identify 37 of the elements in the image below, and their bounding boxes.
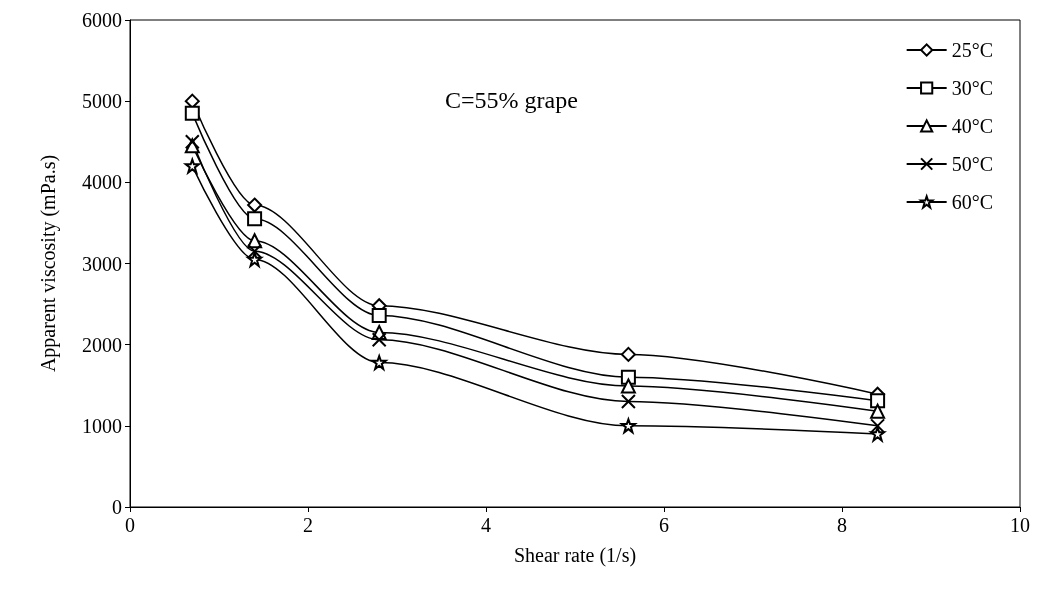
x-tick-label: 8 [837,514,847,536]
legend-label: 30°C [951,77,994,99]
y-tick-label: 3000 [82,252,122,275]
y-tick-label: 2000 [82,333,122,356]
point [247,243,263,259]
x-tick-label: 2 [303,514,313,536]
legend-label: 25°C [951,39,994,61]
legend-label: 40°C [951,115,994,137]
y-tick-label: 4000 [82,171,122,194]
y-tick-label: 6000 [82,9,122,31]
x-tick-label: 6 [659,514,669,536]
legend-label: 50°C [951,153,994,175]
legend-label: 60°C [951,191,994,213]
y-tick-label: 0 [112,496,122,518]
point [247,197,263,213]
point [870,418,886,434]
point [371,332,387,348]
point [183,156,201,176]
y-tick-label: 5000 [82,90,122,113]
point [371,355,387,371]
point [620,393,636,409]
point [870,393,886,409]
point [620,378,636,394]
x-axis-title: Shear rate (1/s) [513,544,637,567]
point [620,346,636,362]
y-axis-title: Apparent viscosity (mPa.s) [37,154,60,373]
y-tick-label: 1000 [82,414,122,437]
x-tick-label: 10 [1010,514,1030,536]
point [247,211,263,227]
annotation: C=55% grape [445,87,578,113]
x-tick-label: 4 [481,514,491,536]
point [870,403,886,419]
point [247,251,263,267]
point [371,307,387,323]
point [184,105,200,121]
point [184,134,200,150]
point [620,418,636,434]
